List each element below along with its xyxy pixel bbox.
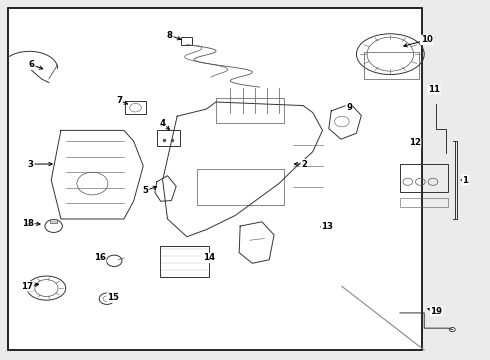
Text: 17: 17 [21,282,33,291]
Text: 4: 4 [160,119,166,128]
Bar [160,246,209,278]
Text: 5: 5 [143,186,148,195]
Text: 14: 14 [202,253,215,262]
Text: 11: 11 [428,85,440,94]
Text: 16: 16 [94,253,106,262]
Bar [196,169,284,205]
Text: 10: 10 [421,36,433,45]
Text: 7: 7 [116,96,122,105]
Bar [181,37,192,45]
Text: 3: 3 [28,159,34,168]
Text: 6: 6 [29,60,35,69]
Text: 1: 1 [463,176,468,185]
Bar [125,101,146,114]
Text: 2: 2 [301,159,307,168]
Text: 9: 9 [346,103,352,112]
Bar [400,164,448,192]
Text: 12: 12 [409,138,420,147]
Bar [50,219,57,223]
Bar [400,198,448,207]
Text: 18: 18 [22,219,34,228]
FancyBboxPatch shape [8,8,422,350]
Text: 15: 15 [107,293,119,302]
Text: 13: 13 [321,222,333,231]
Text: 19: 19 [430,307,442,316]
Bar [157,130,180,146]
Bar [216,99,284,123]
Bar [364,53,419,79]
Text: 8: 8 [167,31,173,40]
